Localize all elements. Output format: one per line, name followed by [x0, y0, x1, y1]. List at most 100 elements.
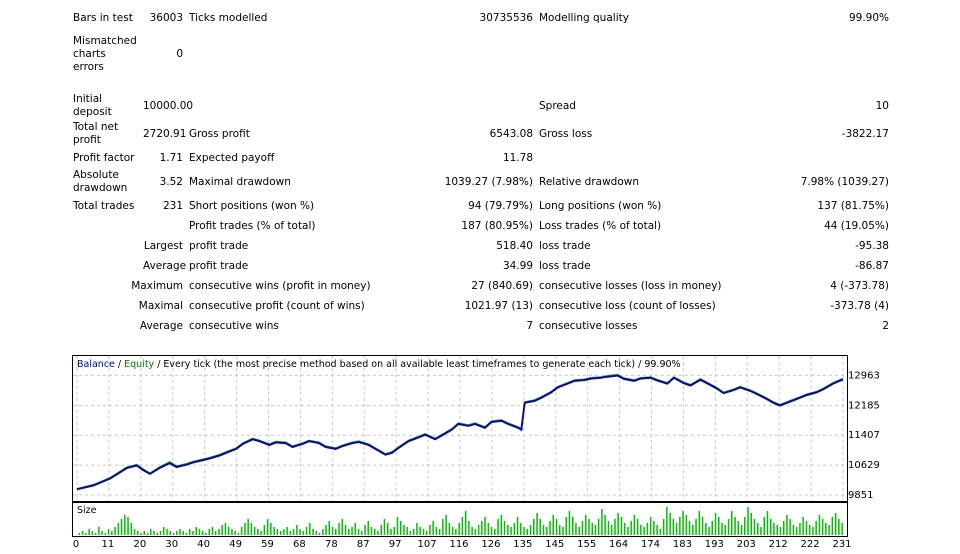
size-bar	[182, 531, 184, 535]
size-bar	[198, 529, 201, 535]
size-bar	[464, 511, 467, 535]
absolute-drawdown-value: 3.52	[159, 175, 183, 188]
profit-factor-value: 1.71	[159, 151, 183, 164]
row-profit-factor: Profit factor 1.71 Expected payoff 11.78	[70, 148, 892, 168]
size-bar	[562, 527, 564, 535]
size-bar	[542, 525, 545, 535]
size-bar	[257, 529, 259, 535]
size-bar	[766, 511, 769, 535]
row-total-trades: Total trades 231 Short positions (won %)…	[70, 196, 892, 216]
average-loss-value: -86.87	[855, 259, 889, 272]
size-bar	[636, 519, 639, 535]
size-bar	[776, 525, 778, 535]
size-bar	[718, 517, 720, 535]
size-bar	[202, 531, 204, 535]
size-bar	[708, 527, 710, 535]
average2-label: Average	[139, 319, 183, 332]
size-bar	[627, 527, 629, 535]
size-bar	[734, 517, 736, 535]
size-bar	[679, 517, 681, 535]
x-tick-label: 116	[449, 539, 468, 550]
average-label: Average	[143, 259, 187, 272]
size-bar	[669, 513, 671, 535]
size-bar	[419, 527, 421, 535]
size-bar	[714, 513, 717, 535]
profit-trades-value: 187 (80.95%)	[461, 219, 533, 232]
size-bar	[273, 527, 275, 535]
size-bar	[727, 519, 730, 535]
x-tick-label: 30	[165, 539, 178, 550]
x-tick-label: 87	[357, 539, 370, 550]
size-bar	[133, 529, 136, 535]
size-bar	[659, 529, 662, 535]
row-average: Average profit trade 34.99 loss trade -8…	[70, 256, 892, 276]
modelling-quality-label: Modelling quality	[539, 11, 629, 24]
legend-equity: Equity	[124, 359, 155, 370]
size-bar	[533, 519, 535, 535]
size-bar	[305, 527, 308, 535]
size-bar	[211, 527, 214, 535]
size-bar	[374, 529, 376, 535]
gross-loss-label: Gross loss	[539, 127, 593, 140]
size-bar	[192, 531, 194, 535]
size-bar	[747, 507, 749, 535]
size-bar	[348, 529, 350, 535]
row-mismatched: Mismatched charts errors 0	[70, 28, 892, 80]
avg-consec-wins-label: consecutive wins	[189, 319, 279, 332]
size-bar	[315, 531, 318, 535]
size-bar	[163, 527, 165, 535]
size-bar	[445, 515, 447, 535]
size-bar	[640, 525, 642, 535]
row-average-consec: Average consecutive wins 7 consecutive l…	[70, 316, 892, 336]
size-bar	[484, 517, 486, 535]
legend-balance: Balance	[77, 359, 115, 370]
size-bar	[451, 527, 454, 535]
size-chart-svg	[78, 507, 843, 535]
equity-line	[76, 373, 844, 489]
x-tick-label: 11	[102, 539, 115, 550]
size-bar	[380, 525, 382, 535]
size-bar	[688, 521, 691, 535]
max-consec-wins-value: 27 (840.69)	[471, 279, 533, 292]
size-bar	[617, 513, 619, 535]
size-bar	[318, 533, 321, 535]
y-tick-label: 10629	[848, 460, 880, 471]
maximal-drawdown-label: Maximal drawdown	[189, 175, 291, 188]
size-bar	[146, 533, 149, 535]
size-bar	[429, 525, 431, 535]
size-bar	[250, 523, 253, 535]
row-net-profit: Total net profit 2720.91 Gross profit 65…	[70, 120, 892, 148]
size-bar	[711, 521, 713, 535]
size-bar	[698, 511, 701, 535]
size-bar	[675, 523, 678, 535]
size-bar	[500, 515, 503, 535]
average-profit-label: profit trade	[189, 259, 249, 272]
size-bar	[289, 531, 292, 535]
size-bar	[406, 527, 408, 535]
x-tick-label: 193	[705, 539, 724, 550]
size-bar	[510, 527, 512, 535]
size-bar	[341, 519, 343, 535]
x-tick-label: 164	[609, 539, 628, 550]
size-bar	[585, 515, 587, 535]
size-bar	[88, 529, 90, 535]
size-bar	[701, 517, 704, 535]
size-bar	[292, 529, 295, 535]
size-bar	[604, 515, 606, 535]
y-tick-label: 9851	[848, 490, 873, 501]
y-tick-label: 12185	[848, 400, 880, 411]
size-bar	[594, 525, 597, 535]
size-bar	[179, 529, 181, 535]
size-bar	[81, 531, 84, 535]
size-bar	[653, 521, 655, 535]
size-bar	[299, 529, 301, 535]
size-bar	[124, 515, 126, 535]
x-tick-label: 126	[481, 539, 500, 550]
size-bar	[578, 527, 580, 535]
size-bar	[808, 525, 811, 535]
size-bar	[396, 517, 399, 535]
size-bar	[224, 523, 227, 535]
avg-consec-losses-value: 2	[882, 319, 889, 332]
size-bar	[523, 527, 525, 535]
size-bar	[234, 531, 236, 535]
